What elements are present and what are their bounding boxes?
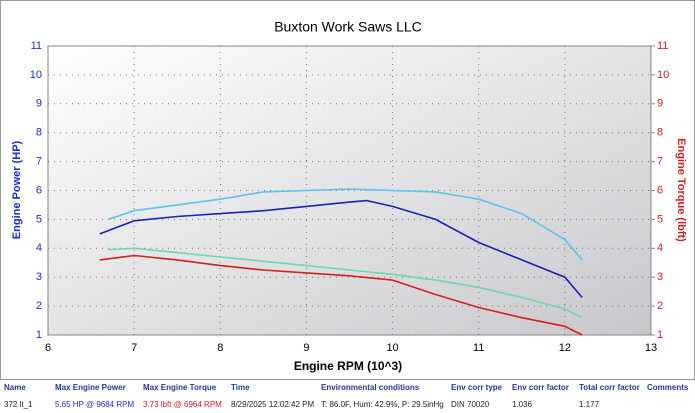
series-line [108, 247, 583, 319]
table-cell: Total corr factor [579, 383, 640, 392]
y-tick-label: 1 [36, 329, 42, 341]
y2-tick-label: 1 [657, 329, 663, 341]
table-cell: Time [231, 383, 250, 392]
x-tick-label: 11 [473, 342, 484, 354]
table-cell: Name [4, 383, 26, 392]
x-tick-label: 13 [645, 342, 657, 354]
table-cell: DIN 70020 [451, 400, 490, 409]
table-cell: Env corr type [451, 383, 503, 392]
y-tick-label: 5 [36, 213, 42, 225]
table-cell: 1.036 [512, 400, 533, 409]
y2-tick-label: 8 [657, 127, 663, 139]
y2-tick-label: 11 [657, 40, 668, 52]
x-tick-label: 7 [131, 342, 137, 354]
table-cell: Comments [647, 383, 689, 392]
table-cell: Max Engine Power [55, 383, 126, 392]
y-tick-label: 9 [36, 98, 42, 110]
y2-tick-label: 3 [657, 271, 663, 283]
chart-title: Buxton Work Saws LLC [274, 19, 422, 35]
series-line [99, 199, 583, 298]
table-cell: Environmental conditions [321, 383, 420, 392]
table-cell: 8/29/2025 12:02:42 PM [231, 400, 315, 409]
table-cell: 1.177 [579, 400, 600, 409]
table-cell: Env corr factor [512, 383, 569, 392]
y-axis-title: Engine Power (HP) [11, 140, 23, 239]
series-line [99, 254, 583, 336]
y-tick-label: 8 [36, 127, 42, 139]
x-tick-label: 8 [217, 342, 223, 354]
y2-tick-label: 10 [657, 69, 669, 81]
y-tick-label: 6 [36, 184, 42, 196]
y-tick-label: 4 [36, 242, 42, 254]
x-tick-label: 12 [559, 342, 571, 354]
y-tick-label: 2 [36, 300, 42, 312]
x-tick-label: 10 [386, 342, 398, 354]
y-tick-label: 10 [30, 69, 42, 81]
x-axis-title: Engine RPM (10^3) [294, 359, 402, 373]
y2-tick-label: 2 [657, 300, 663, 312]
summary-table: Name Max Engine Power Max Engine Torque Tim… [0, 380, 695, 413]
y2-tick-label: 7 [657, 156, 663, 168]
table-cell: 3.73 lbft @ 6964 RPM [143, 400, 222, 409]
x-tick-label: 9 [303, 342, 309, 354]
plot-area [47, 45, 652, 336]
x-tick-label: 6 [45, 342, 51, 354]
chart: Buxton Work Saws LLC Engine RPM (10^3) E… [0, 0, 695, 380]
y-tick-label: 11 [31, 40, 42, 52]
table-cell: 372 lt_1 [4, 400, 33, 409]
y2-tick-label: 4 [657, 242, 663, 254]
y2-tick-label: 9 [657, 98, 663, 110]
y2-axis-title: Engine Torque (lbft) [675, 138, 687, 242]
table-cell: T: 86.0F, Hum: 42.9%, P: 29.5inHg [321, 400, 444, 409]
series-line [108, 188, 583, 261]
y2-tick-label: 6 [657, 184, 663, 196]
y2-tick-label: 5 [657, 213, 663, 225]
y-tick-label: 7 [36, 156, 42, 168]
table-cell: 5.65 HP @ 9684 RPM [55, 400, 135, 409]
table-cell: Max Engine Torque [143, 383, 217, 392]
y-tick-label: 3 [36, 271, 42, 283]
